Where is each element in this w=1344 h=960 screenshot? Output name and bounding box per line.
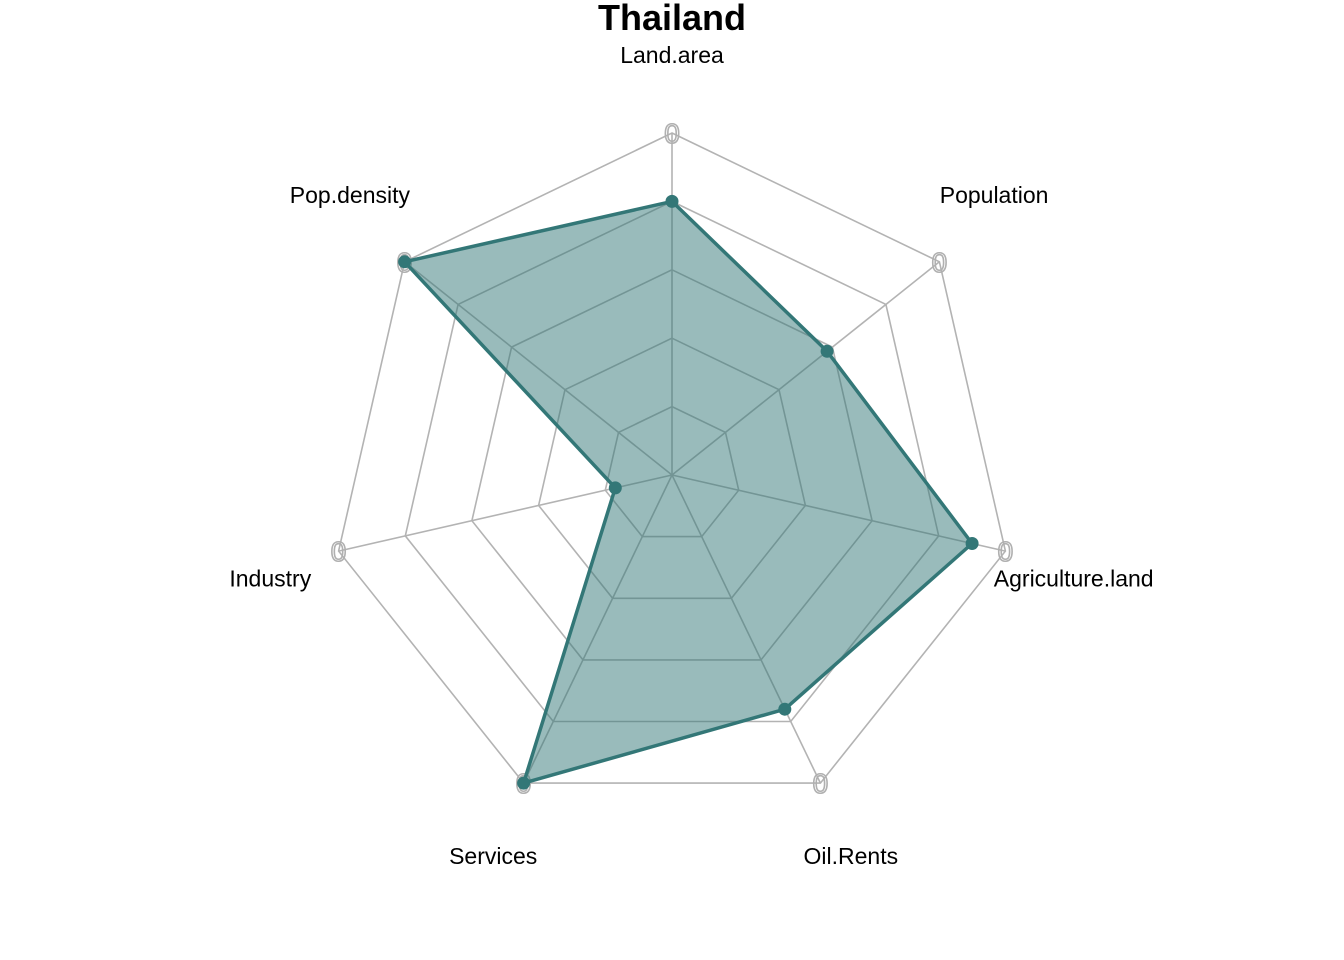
tick-label: 0 xyxy=(331,536,347,567)
axis-label-pop-density: Pop.density xyxy=(290,182,411,208)
data-point xyxy=(608,481,622,495)
data-point xyxy=(965,537,979,550)
data-point xyxy=(665,194,679,208)
tick-label: 0 xyxy=(932,247,948,278)
series-area xyxy=(402,199,974,785)
tick-label: 0 xyxy=(664,118,680,149)
data-point xyxy=(820,344,834,358)
data-point xyxy=(398,255,412,269)
axis-label-population: Population xyxy=(940,182,1049,208)
axis-label-industry: Industry xyxy=(229,566,311,592)
tick-label: 0 xyxy=(998,536,1014,567)
tick-label: 0 xyxy=(813,768,829,799)
chart-title: Thailand xyxy=(598,0,746,38)
axis-label-agriculture-land: Agriculture.land xyxy=(994,566,1154,592)
axis-label-oil-rents: Oil.Rents xyxy=(804,843,899,869)
axis-label-services: Services xyxy=(449,843,537,869)
axis-tick-labels: 0000000 xyxy=(330,117,1014,800)
data-series xyxy=(398,194,979,790)
data-point xyxy=(778,702,792,716)
axis-label-land-area: Land.area xyxy=(620,42,724,68)
grid-ring-5 xyxy=(337,132,1007,784)
data-point xyxy=(517,776,531,790)
axis-labels: Land.area Population Agriculture.land Oil.R… xyxy=(229,42,1153,869)
